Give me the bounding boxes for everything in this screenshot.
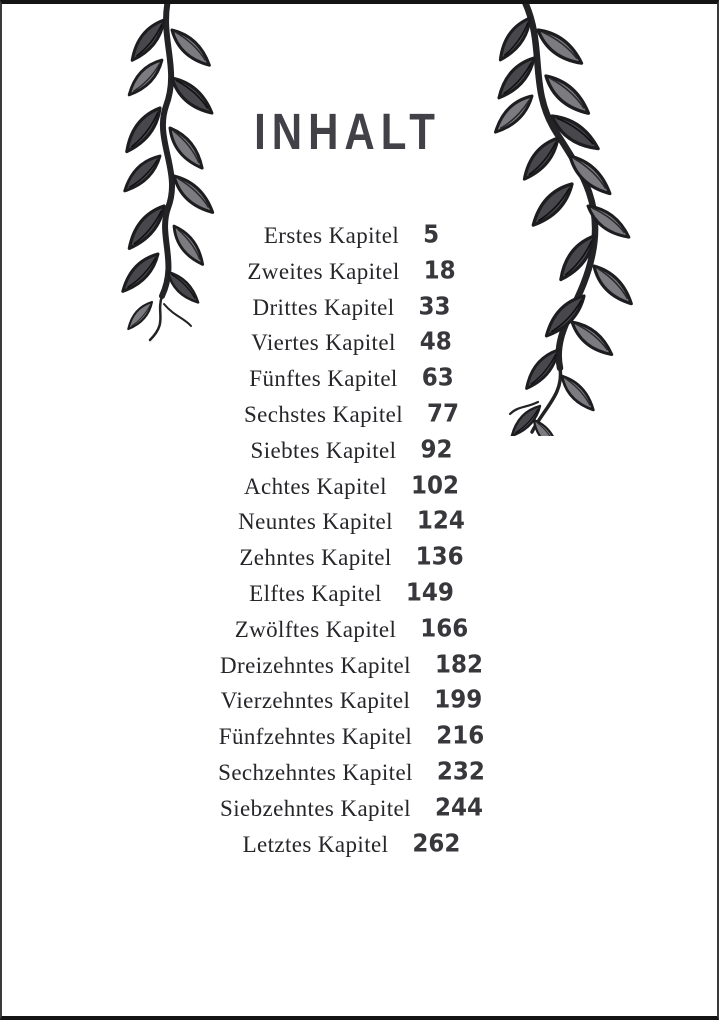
vine-illustration-right [487,4,637,436]
toc-entry: Vierzehntes Kapitel 199 [2,686,711,724]
chapter-page-number: 166 [420,614,469,643]
chapter-title: Zwölftes Kapitel [234,616,397,642]
chapter-page-number: 63 [421,364,454,393]
chapter-page-number: 124 [416,507,465,536]
chapter-title: Achtes Kapitel [244,473,387,499]
chapter-page-number: 102 [410,471,459,500]
chapter-page-number: 149 [405,578,454,607]
page-title: INHALT [254,102,441,161]
toc-entry: Fünftes Kapitel 63 [2,364,711,402]
chapter-page-number: 18 [423,256,456,285]
toc-entry: Sechstes Kapitel 77 [2,399,711,438]
chapter-page-number: 33 [418,292,451,321]
chapter-title: Sechzehntes Kapitel [218,759,413,785]
chapter-title: Letztes Kapitel [242,831,389,857]
chapter-title: Vierzehntes Kapitel [220,688,411,714]
toc-entry: Fünfzehntes Kapitel 216 [2,722,711,760]
chapter-title: Elftes Kapitel [249,580,382,606]
toc-entry: Zweites Kapitel 18 [2,256,711,295]
chapter-page-number: 77 [427,399,460,428]
chapter-title: Siebtes Kapitel [250,437,397,463]
chapter-page-number: 5 [423,220,440,249]
chapter-page-number: 262 [412,829,461,858]
chapter-title: Dreizehntes Kapitel [220,652,411,678]
toc-entry: Siebzehntes Kapitel 244 [2,793,711,832]
chapter-title: Fünfzehntes Kapitel [218,724,413,750]
toc-entry: Erstes Kapitel 5 [2,220,711,259]
vine-illustration-left [114,4,218,342]
toc-entry: Zehntes Kapitel 136 [2,543,711,581]
toc-entry: Siebtes Kapitel 92 [2,435,711,474]
chapter-page-number: 48 [419,328,452,357]
toc-entry: Drittes Kapitel 33 [2,292,711,331]
chapter-title: Zweites Kapitel [247,258,400,284]
chapter-title: Erstes Kapitel [263,223,400,248]
chapter-title: Zehntes Kapitel [239,545,392,571]
toc-entry: Dreizehntes Kapitel 182 [2,650,711,689]
chapter-title: Viertes Kapitel [251,330,396,356]
chapter-page-number: 216 [436,722,485,751]
chapter-page-number: 199 [434,686,483,715]
toc-entry: Achtes Kapitel 102 [2,471,711,510]
chapter-page-number: 136 [415,543,464,572]
chapter-title: Neuntes Kapitel [238,509,393,535]
chapter-page-number: 244 [434,793,483,822]
chapter-page-number: 92 [420,435,453,464]
chapter-title: Fünftes Kapitel [249,366,398,392]
toc-entry: Elftes Kapitel 149 [2,578,711,617]
toc-entry: Viertes Kapitel 48 [2,328,711,366]
chapter-page-number: 182 [434,650,483,679]
toc-entry: Letztes Kapitel 262 [2,829,711,868]
chapter-title: Siebzehntes Kapitel [220,795,411,821]
toc-entry: Neuntes Kapitel 124 [2,507,711,545]
chapter-title: Sechstes Kapitel [243,401,404,427]
chapter-title: Drittes Kapitel [252,294,395,320]
table-of-contents: Erstes Kapitel 5 Zweites Kapitel 18 Drit… [2,220,711,868]
chapter-page-number: 232 [436,757,485,786]
toc-entry: Sechzehntes Kapitel 232 [2,757,711,796]
toc-entry: Zwölftes Kapitel 166 [2,614,711,653]
